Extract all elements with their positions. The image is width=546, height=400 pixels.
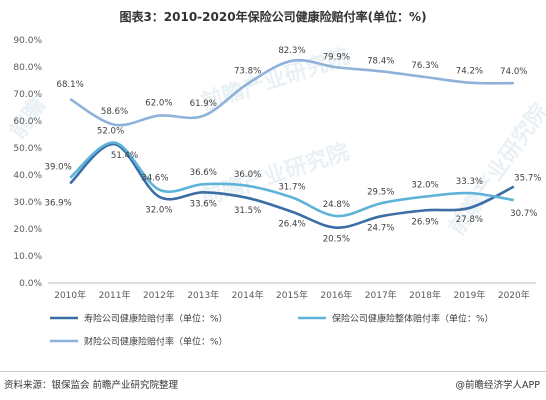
property-insurer-label: 74.2% [456, 67, 483, 77]
x-tick-label: 2011年 [99, 289, 131, 301]
x-tick-label: 2017年 [365, 289, 397, 301]
y-tick-label: 40.0% [13, 171, 42, 181]
overall-label: 36.0% [234, 170, 261, 180]
overall-label: 33.3% [456, 177, 483, 187]
x-axis: 2010年 2011年 2012年 2013年 2014年 2015年 2016年 2017年… [48, 282, 536, 301]
overall-label: 24.8% [323, 200, 350, 210]
y-tick-label: 0.0% [19, 279, 42, 289]
life-insurer-label: 20.5% [323, 235, 350, 245]
x-tick-label: 2019年 [454, 289, 486, 301]
source-note: 资料来源：银保监会 前瞻产业研究院整理 [4, 380, 179, 391]
overall-line [69, 141, 515, 218]
legend-label: 保险公司健康险整体赔付率（单位：%） [332, 313, 494, 325]
legend-label: 财险公司健康险赔付率（单位：%） [84, 336, 228, 348]
brand-credit: @前瞻经济学人APP [455, 380, 540, 391]
data-labels: 36.9% 51.4% 32.0% 33.6% 31.5% 26.4% 20.5% 24.7%… [45, 46, 542, 245]
life-insurer-label: 26.4% [278, 220, 305, 230]
footer-divider [0, 371, 546, 372]
legend-label: 寿险公司健康险赔付率（单位：%） [84, 313, 228, 325]
x-tick-label: 2015年 [276, 289, 308, 301]
property-insurer-label: 62.0% [145, 99, 172, 109]
overall-label: 36.6% [190, 168, 217, 178]
series-lines [69, 58, 515, 229]
life-insurer-label: 32.0% [145, 206, 172, 216]
x-tick-label: 2012年 [143, 289, 175, 301]
x-tick-label: 2010年 [54, 289, 86, 301]
x-tick-label: 2020年 [498, 289, 530, 301]
y-tick-label: 70.0% [13, 90, 42, 100]
life-insurer-line [69, 142, 515, 229]
property-insurer-label: 76.3% [411, 61, 438, 71]
property-insurer-label: 58.6% [101, 107, 128, 117]
overall-label: 32.0% [411, 181, 438, 191]
life-insurer-label: 27.8% [456, 215, 483, 225]
y-tick-label: 50.0% [13, 144, 42, 154]
y-tick-label: 60.0% [13, 117, 42, 127]
overall-label: 39.0% [45, 163, 72, 173]
y-tick-label: 90.0% [13, 36, 42, 46]
property-insurer-label: 78.4% [367, 56, 394, 66]
property-insurer-label: 82.3% [278, 46, 305, 56]
legend: 寿险公司健康险赔付率（单位：%） 保险公司健康险整体赔付率（单位：%） 财险公司健康… [50, 313, 494, 348]
life-insurer-label: 24.7% [367, 223, 394, 233]
life-insurer-label: 35.7% [514, 174, 541, 184]
life-insurer-label: 31.5% [234, 206, 261, 216]
chart-title: 图表3：2010-2020年保险公司健康险赔付率(单位：%) [119, 10, 427, 24]
life-insurer-label: 26.9% [411, 217, 438, 227]
y-tick-label: 30.0% [13, 198, 42, 208]
x-tick-label: 2014年 [232, 289, 264, 301]
property-insurer-label: 68.1% [57, 80, 84, 90]
property-insurer-label: 73.8% [234, 67, 261, 77]
line-chart: 前瞻 前瞻产业研究院 前瞻产业研究院 前瞻产业研究院 0.0%10.0%20.0… [5, 36, 546, 348]
x-tick-label: 2018年 [409, 289, 441, 301]
y-tick-label: 80.0% [13, 63, 42, 73]
y-tick-label: 20.0% [13, 225, 42, 235]
x-tick-label: 2016年 [320, 289, 352, 301]
property-insurer-label: 74.0% [500, 67, 527, 77]
life-insurer-label: 51.4% [111, 151, 138, 161]
property-insurer-label: 61.9% [190, 99, 217, 109]
overall-label: 34.6% [141, 174, 168, 184]
y-axis: 0.0% 10.0% 20.0% 30.0% 40.0% 50.0% 60.0% 70.0% 8… [13, 36, 42, 289]
life-insurer-label: 33.6% [190, 199, 217, 209]
overall-label: 30.7% [510, 209, 537, 219]
property-insurer-label: 79.9% [323, 52, 350, 62]
life-insurer-label: 36.9% [45, 198, 72, 208]
x-tick-label: 2013年 [187, 289, 219, 301]
property-insurer-line [69, 58, 514, 127]
y-tick-label: 10.0% [13, 252, 42, 262]
overall-label: 29.5% [367, 187, 394, 197]
overall-label: 52.0% [97, 127, 124, 137]
overall-label: 31.7% [278, 182, 305, 192]
